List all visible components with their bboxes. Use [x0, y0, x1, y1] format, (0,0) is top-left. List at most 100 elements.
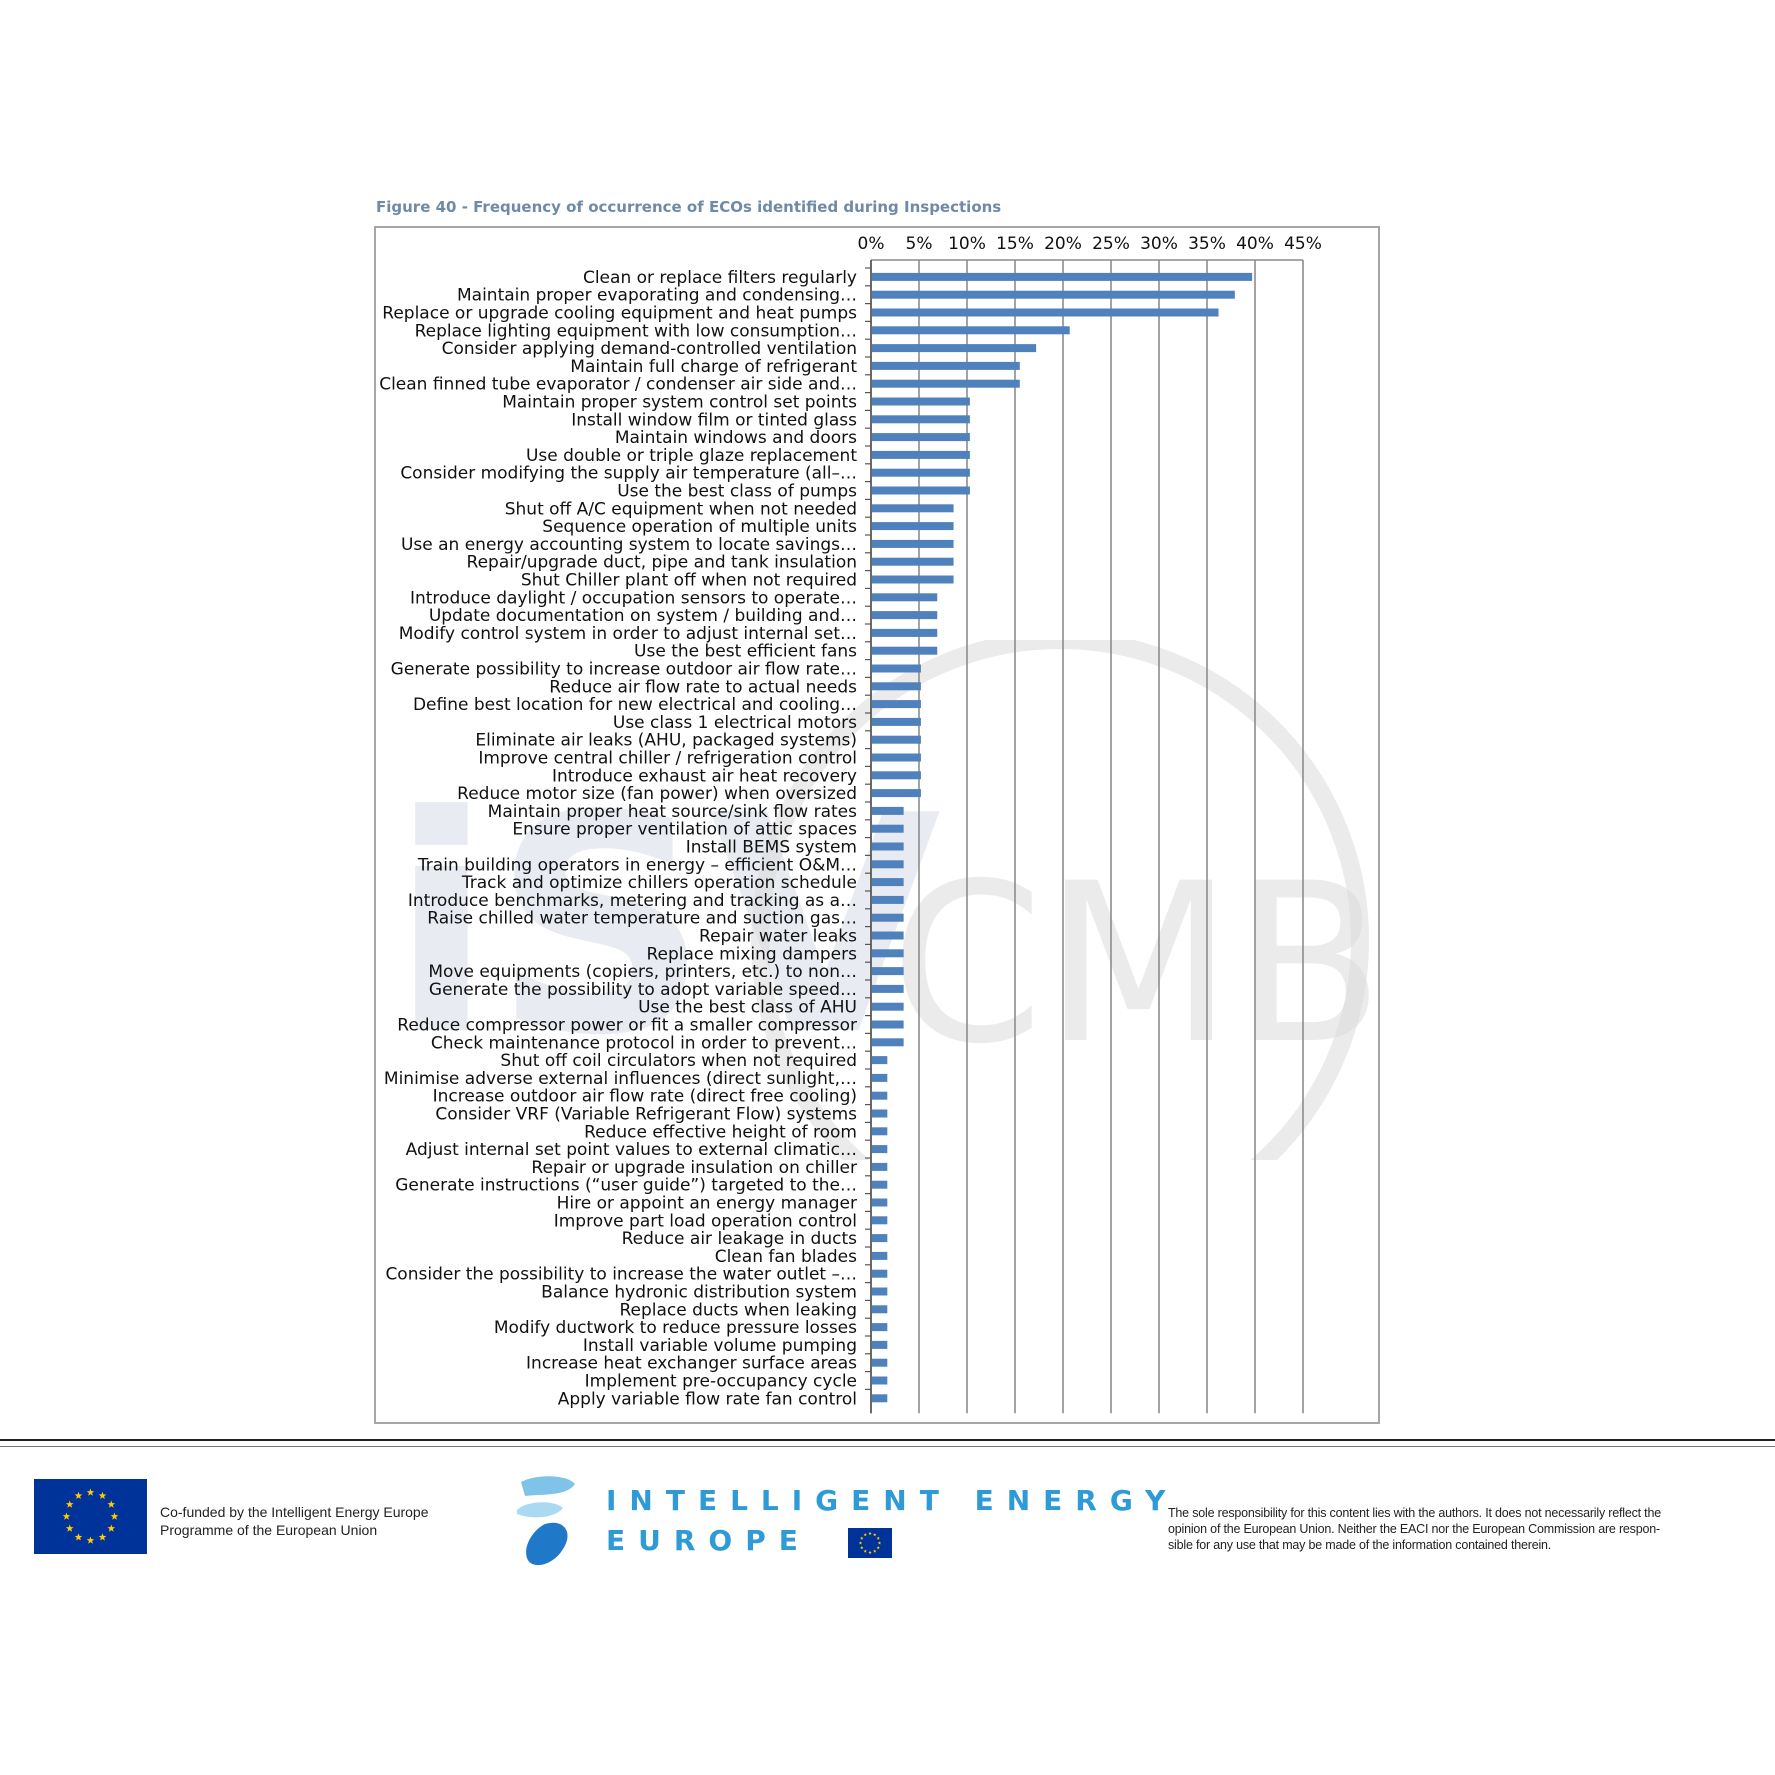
category-label: Install window film or tinted glass — [571, 410, 857, 430]
category-label: Install BEMS system — [686, 838, 857, 858]
bar — [872, 1002, 904, 1011]
bar — [872, 1198, 888, 1207]
bar — [872, 1109, 888, 1118]
cofund-line-2: Programme of the European Union — [160, 1522, 378, 1538]
x-tick-label: 20% — [1044, 234, 1082, 254]
x-tick-label: 25% — [1092, 234, 1130, 254]
bar — [872, 1020, 904, 1029]
eu-star-icon — [863, 1532, 867, 1537]
eu-star-icon — [868, 1550, 872, 1554]
disclaimer-line-3: sible for any use that may be made of th… — [1168, 1538, 1552, 1552]
bar — [872, 878, 904, 887]
x-tick-label: 15% — [996, 234, 1034, 254]
category-label: Implement pre-occupancy cycle — [585, 1372, 857, 1392]
x-tick-label: 30% — [1140, 234, 1178, 254]
bar — [872, 700, 921, 709]
bar — [872, 593, 938, 602]
bar — [872, 1162, 888, 1171]
eu-star-icon — [858, 1541, 863, 1545]
category-label: Consider the possibility to increase the… — [385, 1265, 857, 1285]
category-label: Use the best efficient fans — [634, 642, 857, 662]
bar — [872, 379, 1020, 388]
category-label: Improve part load operation control — [554, 1211, 857, 1231]
category-label: Shut Chiller plant off when not required — [521, 571, 857, 591]
eu-star-icon — [868, 1531, 872, 1535]
figure-title: Figure 40 - Frequency of occurrence of E… — [376, 198, 1002, 216]
eu-star-icon — [65, 1500, 74, 1508]
bar — [872, 522, 954, 531]
eu-star-icon — [873, 1549, 877, 1553]
bar — [872, 1305, 888, 1314]
bar — [872, 1394, 888, 1403]
bar — [872, 361, 1020, 370]
category-label: Maintain proper heat source/sink flow ra… — [488, 802, 857, 822]
category-label: Hire or appoint an energy manager — [557, 1194, 857, 1214]
category-label: Apply variable flow rate fan control — [558, 1389, 857, 1409]
category-label: Maintain proper evaporating and condensi… — [457, 286, 857, 306]
eu-star-icon — [873, 1532, 877, 1537]
bar — [872, 753, 921, 762]
category-label: Ensure proper ventilation of attic space… — [512, 820, 857, 840]
cofund-line-1: Co-funded by the Intelligent Energy Euro… — [160, 1504, 429, 1520]
category-label: Raise chilled water temperature and suct… — [427, 909, 857, 929]
category-label: Repair/upgrade duct, pipe and tank insul… — [467, 553, 857, 573]
category-label: Shut off coil circulators when not requi… — [500, 1051, 857, 1071]
eu-star-icon — [876, 1545, 880, 1550]
category-label: Clean or replace filters regularly — [583, 268, 857, 288]
bar — [872, 1180, 888, 1189]
bar — [872, 326, 1070, 335]
eu-star-icon — [863, 1549, 867, 1553]
eu-star-icon — [74, 1533, 83, 1541]
category-label: Generate instructions (“user guide”) tar… — [395, 1176, 857, 1196]
category-label: Maintain full charge of refrigerant — [570, 357, 857, 377]
bar — [872, 1323, 888, 1332]
bar — [872, 1269, 888, 1278]
bar — [872, 272, 1253, 281]
chart-frame: 0% 5% 10% 15% 20% 25% 30% 35% 40% 45% Clean or rep… — [374, 226, 1380, 1424]
bar — [872, 433, 970, 442]
category-label: Reduce compressor power or fit a smaller… — [397, 1016, 857, 1036]
category-label: Introduce daylight / occupation sensors … — [410, 588, 857, 608]
disclaimer-line-1: The sole responsibility for this content… — [1168, 1506, 1661, 1520]
bar — [872, 664, 921, 673]
bar — [872, 1358, 888, 1367]
category-label: Replace lighting equipment with low cons… — [415, 321, 857, 341]
category-label: Use the best class of pumps — [617, 482, 857, 502]
category-label: Increase outdoor air flow rate (direct f… — [433, 1087, 857, 1107]
category-label: Clean finned tube evaporator / condenser… — [379, 375, 857, 395]
bar — [872, 682, 921, 691]
category-label: Eliminate air leaks (AHU, packaged syste… — [475, 731, 857, 751]
category-label: Generate possibility to increase outdoor… — [391, 660, 857, 680]
bar — [872, 1038, 904, 1047]
eu-star-icon — [107, 1524, 116, 1532]
bar — [872, 290, 1235, 299]
bar — [872, 646, 938, 655]
category-label: Track and optimize chillers operation sc… — [461, 873, 857, 893]
bar — [872, 415, 970, 424]
eu-star-icon — [62, 1512, 71, 1520]
category-label: Repair water leaks — [699, 927, 857, 947]
category-label: Balance hydronic distribution system — [541, 1283, 857, 1303]
category-label: Adjust internal set point values to exte… — [406, 1140, 857, 1160]
bar — [872, 1145, 888, 1154]
bar — [872, 557, 954, 566]
x-tick-label: 45% — [1284, 234, 1322, 254]
eu-star-icon — [107, 1500, 116, 1508]
category-label: Define best location for new electrical … — [413, 695, 857, 715]
category-label: Reduce effective height of room — [584, 1122, 857, 1142]
category-label: Train building operators in energy – eff… — [417, 855, 857, 875]
bar — [872, 931, 904, 940]
category-label: Install variable volume pumping — [583, 1336, 857, 1356]
eu-star-icon — [876, 1536, 880, 1540]
bar — [872, 575, 954, 584]
category-label: Update documentation on system / buildin… — [429, 606, 857, 626]
category-label: Use double or triple glaze replacement — [526, 446, 857, 466]
iee-title-line-2: EUROPE — [606, 1524, 811, 1557]
category-label: Consider applying demand-controlled vent… — [442, 339, 857, 359]
bar — [872, 468, 970, 477]
x-tick-label: 0% — [858, 234, 885, 254]
bar — [872, 824, 904, 833]
eu-star-icon — [86, 1488, 95, 1496]
bar — [872, 1056, 888, 1065]
bar — [872, 967, 904, 976]
